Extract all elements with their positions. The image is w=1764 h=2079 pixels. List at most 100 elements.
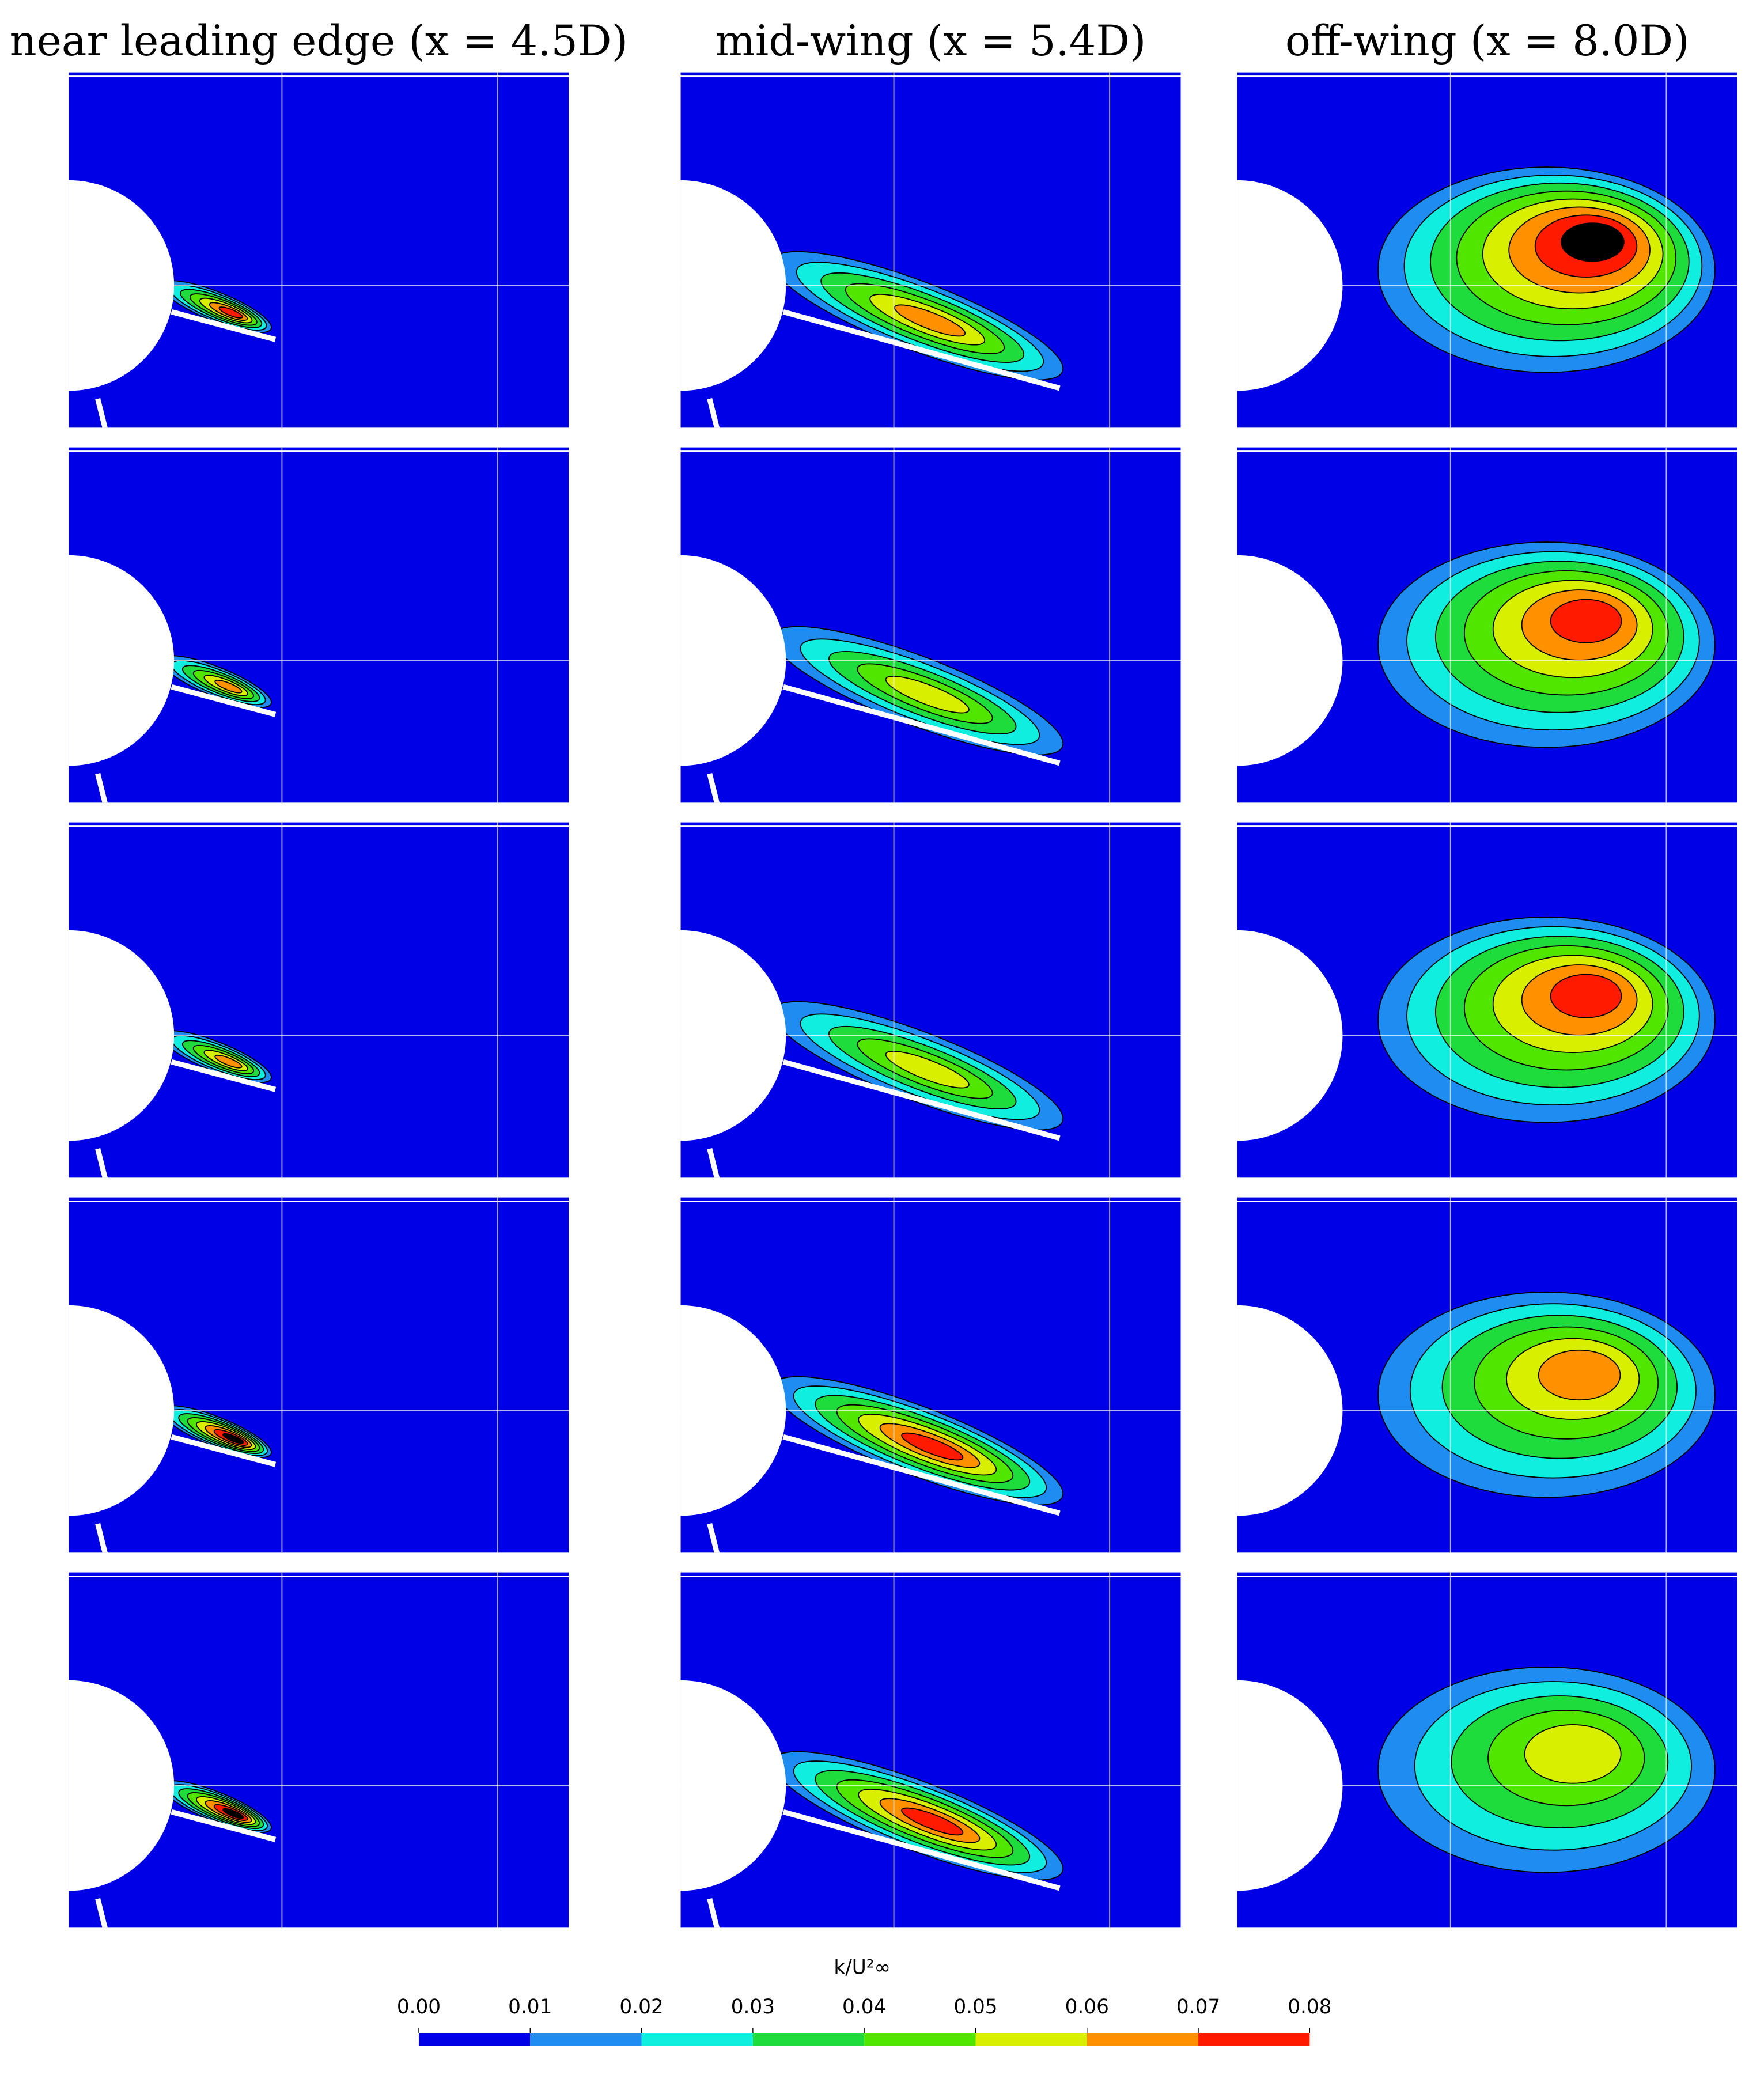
wing [171,1434,277,1467]
contour-panel [1237,1572,1737,1928]
cylinder [1237,180,1343,391]
strut [707,772,720,803]
colorbar-segment [752,2033,865,2046]
panel-content [1237,72,1737,428]
cylinder [680,930,786,1141]
strut [95,772,108,803]
cylinder [680,1680,786,1891]
wing [782,1809,1061,1891]
wing [171,684,277,717]
panel-content [1237,822,1737,1178]
column-title: off-wing (x = 8.0D) [1285,17,1690,66]
contour-level [901,1432,964,1461]
panel-content [680,72,1181,428]
colorbar-segment [864,2033,976,2046]
contour-panel [680,447,1181,803]
panel-content [1237,1197,1737,1553]
contour-panel [69,447,569,803]
wing [782,309,1061,391]
strut [95,1898,108,1928]
cylinder [680,180,786,391]
colorbar-segment [1087,2033,1199,2046]
colorbar-tick-label: 0.05 [953,1995,997,2019]
cylinder [680,1305,786,1516]
contour-panel [69,1572,569,1928]
contour-panel [69,72,569,428]
contour-panel [69,822,569,1178]
cylinder [69,1305,175,1516]
cylinder [1237,1305,1343,1516]
colorbar-tick-label: 0.00 [397,1995,441,2019]
panel-content [680,822,1181,1178]
strut [707,1148,720,1178]
colorbar-tick-label: 0.06 [1065,1995,1109,2019]
colorbar-tick-label: 0.04 [842,1995,886,2019]
colorbar-tick-label: 0.01 [508,1995,552,2019]
wing [171,1059,277,1092]
wing [782,684,1061,766]
column-title: near leading edge (x = 4.5D) [10,17,628,66]
wing [171,309,277,342]
contour-level [222,1808,244,1819]
panel-content [69,1572,569,1928]
strut [95,1148,108,1178]
contour-level [901,1807,964,1836]
contour-level [1561,222,1625,262]
contour-panel [1237,447,1737,803]
contour-level [1550,974,1622,1018]
colorbar-tick-label: 0.07 [1176,1995,1220,2019]
strut [707,1523,720,1553]
contour-panel [680,822,1181,1178]
strut [95,1523,108,1553]
contour-panel [1237,822,1737,1178]
contour-level [894,304,966,337]
contour-level [885,676,970,714]
contour-panel [680,1572,1181,1928]
panel-content [69,822,569,1178]
contour-level [1550,599,1622,643]
cylinder [69,555,175,766]
colorbar-segment [641,2033,753,2046]
strut [95,397,108,428]
panel-content [680,1197,1181,1553]
contour-level [218,306,243,319]
panel-content [69,447,569,803]
colorbar-label: k/U²∞ [834,1956,891,1979]
panel-content [1237,447,1737,803]
contour-level [222,1433,244,1444]
colorbar-tick-label: 0.02 [619,1995,663,2019]
contour-panel [1237,1197,1737,1553]
cylinder [680,555,786,766]
panel-content [1237,1572,1737,1928]
colorbar-segment [530,2033,642,2046]
cylinder [69,930,175,1141]
cylinder [1237,930,1343,1141]
strut [707,1898,720,1928]
colorbar-segment [418,2033,531,2046]
panel-content [680,447,1181,803]
cylinder [1237,1680,1343,1891]
contour-level [214,1054,243,1069]
cylinder [69,180,175,391]
wing [171,1809,277,1842]
colorbar-tick-label: 0.03 [731,1995,775,2019]
contour-level [1524,1724,1622,1784]
panel-content [680,1572,1181,1928]
colorbar-segment [975,2033,1087,2046]
contour-panel [680,72,1181,428]
strut [707,397,720,428]
cylinder [1237,555,1343,766]
column-title: mid-wing (x = 5.4D) [716,17,1146,66]
contour-panel [680,1197,1181,1553]
contour-level [214,679,243,694]
colorbar-tick-label: 0.08 [1288,1995,1331,2019]
contour-panel [69,1197,569,1553]
contour-level [1538,1349,1621,1401]
colorbar-segment [1198,2033,1310,2046]
wing [782,1434,1061,1516]
contour-level [885,1050,970,1089]
panel-content [69,1197,569,1553]
panel-content [69,72,569,428]
